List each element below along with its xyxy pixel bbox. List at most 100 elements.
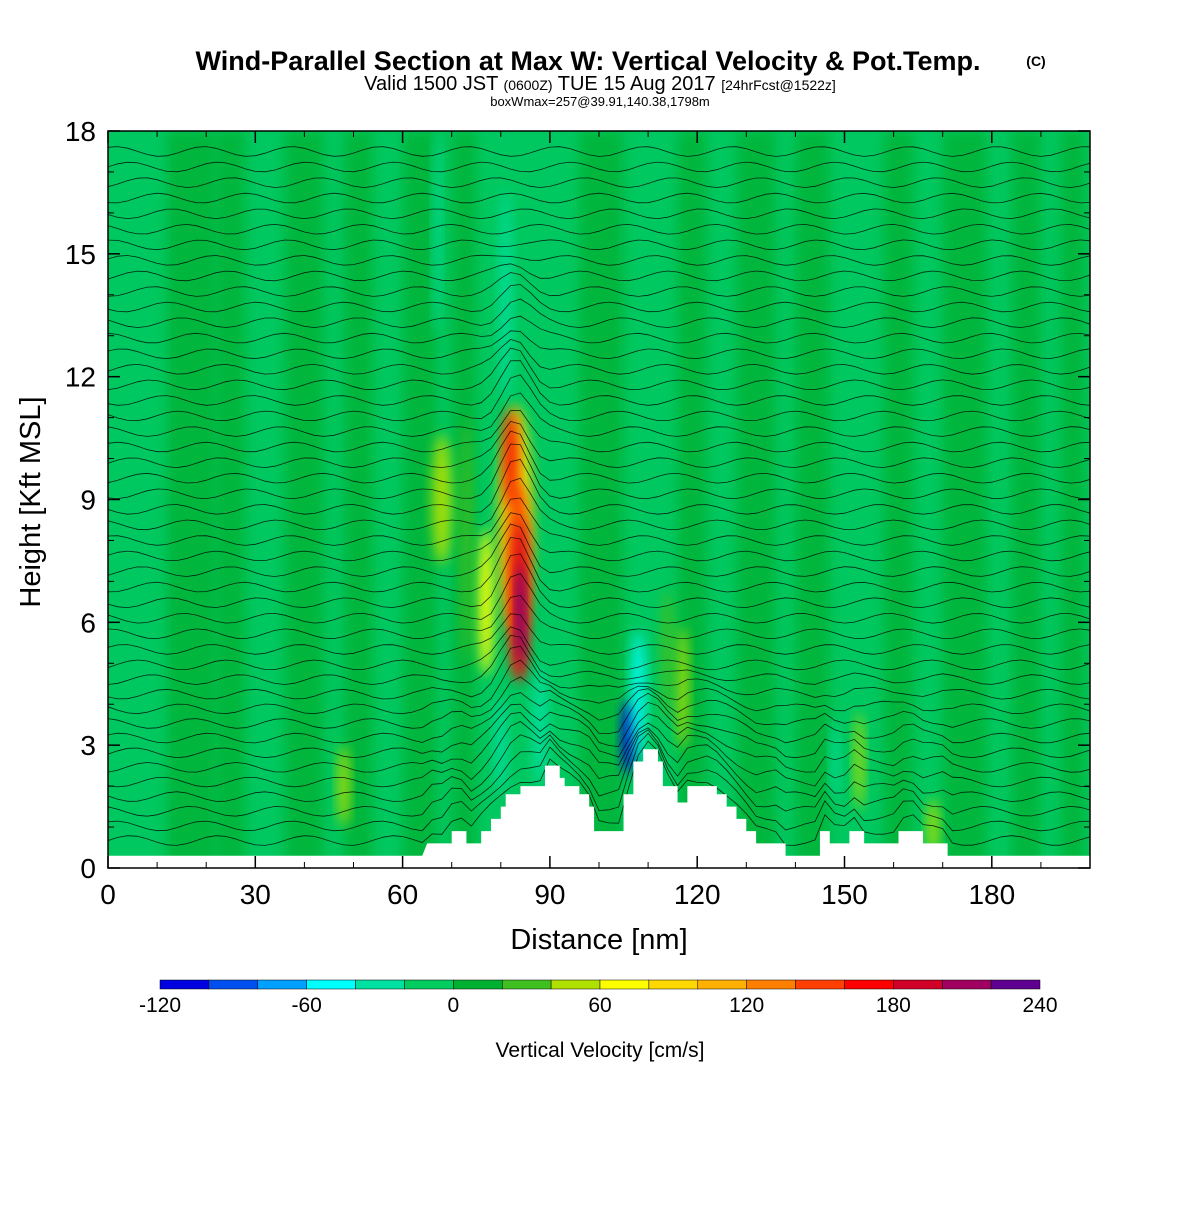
isentrope-line (108, 573, 1090, 624)
velocity-feature (532, 663, 548, 787)
isentrope-line (108, 645, 1090, 700)
velocity-band (216, 131, 246, 868)
isentrope-line (108, 254, 1090, 266)
isentrope-line (108, 192, 1090, 204)
velocity-band (736, 131, 776, 868)
isentrope-line (108, 298, 1090, 328)
x-axis: 0 30 60 90 120 150 180 (100, 131, 1042, 910)
isentrope-line (108, 497, 1090, 546)
y-tick-label: 15 (65, 239, 96, 270)
x-tick-label: 150 (821, 879, 868, 910)
colorbar-swatch (893, 979, 943, 990)
isentrope-line (108, 374, 1090, 422)
x-tick-label: 30 (240, 879, 271, 910)
colorbar-swatch (501, 979, 552, 990)
colorbar-swatch (550, 979, 601, 990)
isentrope-line (108, 721, 1090, 788)
potential-temperature-contours (108, 146, 1090, 846)
velocity-feature (432, 433, 452, 566)
velocity-features (337, 131, 939, 856)
colorbar-tick-label: -60 (291, 994, 321, 1017)
isentrope-line (108, 676, 1090, 729)
velocity-band (883, 131, 914, 868)
velocity-feature (516, 565, 525, 664)
colorbar-swatch (990, 979, 1041, 990)
isentrope-line (108, 659, 1090, 715)
isentrope-line (108, 420, 1090, 469)
y-tick-label: 18 (65, 116, 96, 147)
subtitle-date: TUE 15 Aug 2017 (558, 73, 716, 95)
isentrope-line (108, 430, 1090, 484)
x-tick-label: 180 (968, 879, 1015, 910)
colorbar-swatch (404, 979, 454, 990)
velocity-feature (499, 188, 512, 402)
isentrope-line (108, 239, 1090, 251)
isentrope-line (108, 284, 1090, 313)
x-tick-label: 60 (387, 879, 418, 910)
colorbar-swatch (208, 979, 259, 990)
colorbar-swatch (795, 979, 845, 990)
colorbar-tick-label: 240 (1022, 994, 1057, 1017)
subtitle-utc: (0600Z) (504, 77, 553, 93)
isentrope-line (108, 263, 1090, 282)
isentrope-line (108, 711, 1090, 773)
isentrope-line (108, 740, 1090, 846)
isentrope-line (108, 443, 1090, 500)
isentrope-line (108, 458, 1090, 515)
y-tick-label: 9 (80, 485, 96, 516)
colorbar-swatch (453, 979, 503, 990)
subtitle-forecast: [24hrFcst@1522z] (721, 77, 836, 93)
velocity-feature (337, 745, 350, 828)
colorbar-swatch (697, 979, 747, 990)
velocity-feature (433, 131, 441, 336)
isentrope-line (108, 477, 1090, 531)
velocity-feature (854, 712, 865, 811)
copyright-mark: (C) (1026, 53, 1045, 69)
velocity-band (166, 131, 217, 868)
isentrope-line (108, 613, 1090, 655)
velocity-feature (503, 409, 518, 508)
isentrope-line (108, 512, 1090, 562)
isentrope-line (108, 208, 1090, 220)
isentrope-line (108, 729, 1090, 817)
velocity-band (942, 131, 987, 868)
velocity-band (579, 131, 624, 868)
y-tick-label: 6 (80, 607, 96, 638)
y-tick-label: 12 (65, 362, 96, 393)
isentrope-line (108, 594, 1090, 640)
x-tick-label: 0 (100, 879, 116, 910)
y-axis-label: Height [Kft MSL] (15, 396, 47, 607)
plot-area (108, 131, 1090, 868)
colorbar-swatch (941, 979, 992, 990)
velocity-feature (478, 528, 494, 676)
velocity-feature (926, 798, 939, 856)
isentrope-line (108, 146, 1090, 157)
velocity-band (1011, 131, 1041, 868)
isentrope-line (108, 315, 1090, 344)
velocity-feature (676, 626, 689, 750)
isentrope-line (108, 634, 1090, 685)
colorbar-swatch (599, 979, 650, 990)
colorbar-swatch (257, 979, 307, 990)
colorbar-tick-label: 120 (729, 994, 764, 1017)
velocity-feature (830, 720, 839, 803)
isentrope-line (108, 409, 1090, 453)
subtitle-valid: Valid 1500 JST (364, 73, 498, 95)
isentrope-line (108, 347, 1090, 391)
colorbar-swatch (355, 979, 405, 990)
isentrope-line (108, 523, 1090, 577)
isentrope-line (108, 701, 1090, 759)
colorbar-tick-label: 60 (588, 994, 611, 1017)
velocity-band (343, 131, 374, 868)
isentrope-line (108, 727, 1090, 802)
isentrope-line (108, 177, 1090, 188)
chart-title: Wind-Parallel Section at Max W: Vertical… (196, 46, 981, 76)
colorbar-tick-label: 0 (447, 994, 459, 1017)
colorbar-swatch (844, 979, 894, 990)
isentrope-line (108, 626, 1090, 671)
velocity-band (402, 131, 437, 868)
isentrope-line (108, 732, 1090, 832)
x-tick-label: 120 (674, 879, 721, 910)
velocity-feature (460, 417, 473, 664)
